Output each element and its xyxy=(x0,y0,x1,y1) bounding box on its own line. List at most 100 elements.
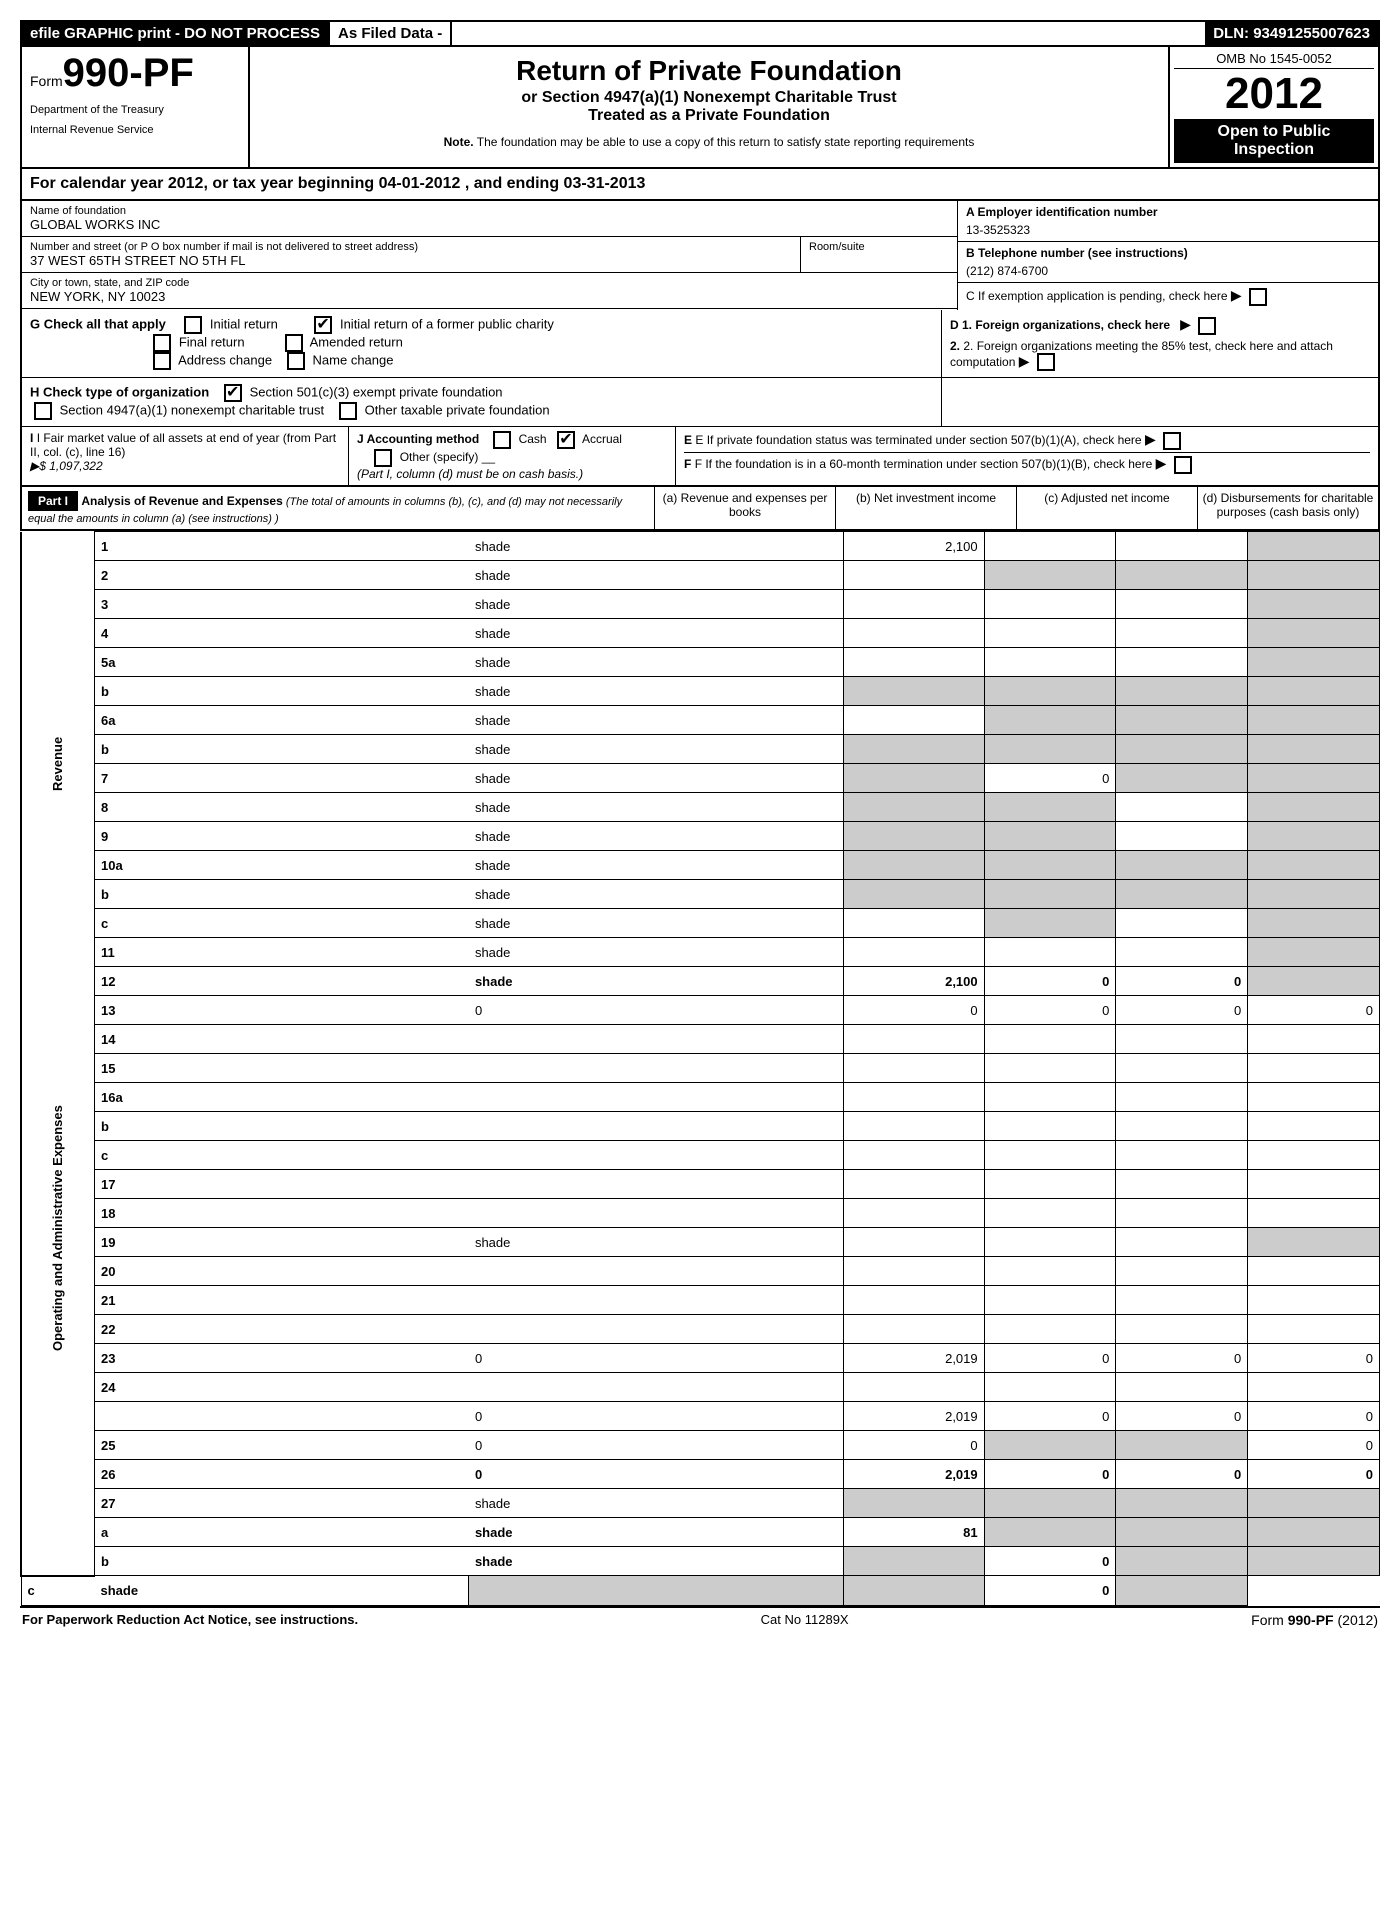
paperwork-notice: For Paperwork Reduction Act Notice, see … xyxy=(22,1612,358,1628)
amount-cell xyxy=(984,822,1116,851)
amount-cell xyxy=(984,938,1116,967)
cb-initial[interactable] xyxy=(184,316,202,334)
cb-f[interactable] xyxy=(1174,456,1192,474)
amount-cell xyxy=(843,938,984,967)
cb-accrual[interactable] xyxy=(557,431,575,449)
cb-cash[interactable] xyxy=(493,431,511,449)
line-number: 17 xyxy=(95,1170,469,1199)
amount-cell xyxy=(843,822,984,851)
line-desc: 0 xyxy=(469,1460,843,1489)
line-desc: shade xyxy=(469,677,843,706)
amount-cell xyxy=(843,880,984,909)
dln: DLN: 93491255007623 xyxy=(1205,22,1378,45)
line-desc: 0 xyxy=(469,1402,843,1431)
amount-cell xyxy=(843,1489,984,1518)
line-number: b xyxy=(95,677,469,706)
amount-cell xyxy=(1248,793,1380,822)
amount-cell xyxy=(1248,735,1380,764)
form-ref: Form 990-PF (2012) xyxy=(1251,1612,1378,1628)
line-number: 4 xyxy=(95,619,469,648)
cb-d1[interactable] xyxy=(1198,317,1216,335)
line-desc: shade xyxy=(469,909,843,938)
cb-initial-former[interactable] xyxy=(314,316,332,334)
j-section: J Accounting method Cash Accrual Other (… xyxy=(349,427,676,485)
ein-label: A Employer identification number xyxy=(966,205,1370,219)
cb-final[interactable] xyxy=(153,334,171,352)
amount-cell: 0 xyxy=(984,996,1116,1025)
line-number: 10a xyxy=(95,851,469,880)
cb-e[interactable] xyxy=(1163,432,1181,450)
i-section: I I Fair market value of all assets at e… xyxy=(22,427,349,485)
amount-cell xyxy=(1248,1489,1380,1518)
foundation-name: GLOBAL WORKS INC xyxy=(30,217,949,232)
line-row: 8shade xyxy=(21,793,1380,822)
line-desc: shade xyxy=(469,1518,843,1547)
amount-cell xyxy=(1248,967,1380,996)
cb-501c3[interactable] xyxy=(224,384,242,402)
amount-cell xyxy=(1116,909,1248,938)
cb-addr-change[interactable] xyxy=(153,352,171,370)
line-row: 10ashade xyxy=(21,851,1380,880)
amount-cell xyxy=(1116,590,1248,619)
line-row: 21 xyxy=(21,1286,1380,1315)
c-checkbox[interactable] xyxy=(1249,288,1267,306)
amount-cell: 0 xyxy=(984,1344,1116,1373)
amount-cell xyxy=(984,1112,1116,1141)
addr-label: Number and street (or P O box number if … xyxy=(30,241,792,253)
amount-cell xyxy=(843,1373,984,1402)
line-desc: shade xyxy=(469,967,843,996)
cb-other-tax[interactable] xyxy=(339,402,357,420)
amount-cell xyxy=(843,1141,984,1170)
line-number: 3 xyxy=(95,590,469,619)
dept-irs: Internal Revenue Service xyxy=(30,124,240,136)
line-desc xyxy=(469,1025,843,1054)
amount-cell xyxy=(1248,1547,1380,1576)
line-row: bshade xyxy=(21,735,1380,764)
amount-cell xyxy=(1116,1141,1248,1170)
amount-cell xyxy=(1116,648,1248,677)
amount-cell xyxy=(1116,1054,1248,1083)
amount-cell xyxy=(1248,1083,1380,1112)
cb-d2[interactable] xyxy=(1037,353,1055,371)
line-number: 20 xyxy=(95,1257,469,1286)
line-row: bshade xyxy=(21,677,1380,706)
amount-cell xyxy=(1248,532,1380,561)
line-number: b xyxy=(95,1112,469,1141)
amount-cell: 2,019 xyxy=(843,1344,984,1373)
amount-cell xyxy=(984,706,1116,735)
line-row: 27shade xyxy=(21,1489,1380,1518)
c-label: C If exemption application is pending, c… xyxy=(966,289,1228,303)
line-desc: shade xyxy=(469,706,843,735)
cb-name-change[interactable] xyxy=(287,352,305,370)
amount-cell xyxy=(1248,1315,1380,1344)
line-desc: shade xyxy=(469,793,843,822)
amount-cell xyxy=(1116,1315,1248,1344)
topbar: efile GRAPHIC print - DO NOT PROCESS As … xyxy=(20,20,1380,47)
cb-amended[interactable] xyxy=(285,334,303,352)
amount-cell xyxy=(843,735,984,764)
form-title: Return of Private Foundation xyxy=(260,55,1158,87)
line-desc xyxy=(469,1286,843,1315)
amount-cell xyxy=(984,851,1116,880)
line-number: 11 xyxy=(95,938,469,967)
amount-cell xyxy=(1116,1518,1248,1547)
line-desc xyxy=(469,1083,843,1112)
amount-cell xyxy=(843,764,984,793)
line-desc xyxy=(469,1141,843,1170)
amount-cell xyxy=(984,1257,1116,1286)
amount-cell: 0 xyxy=(984,764,1116,793)
line-number: 15 xyxy=(95,1054,469,1083)
cb-other[interactable] xyxy=(374,449,392,467)
line-desc: shade xyxy=(469,938,843,967)
line-number: 2 xyxy=(95,561,469,590)
line-desc xyxy=(469,1112,843,1141)
cb-4947[interactable] xyxy=(34,402,52,420)
line-desc xyxy=(469,1054,843,1083)
line-desc: shade xyxy=(469,532,843,561)
line-desc: shade xyxy=(469,619,843,648)
line-row: 18 xyxy=(21,1199,1380,1228)
subtitle-2: Treated as a Private Foundation xyxy=(260,107,1158,125)
line-row: 15 xyxy=(21,1054,1380,1083)
amount-cell xyxy=(1116,1257,1248,1286)
amount-cell xyxy=(1116,1228,1248,1257)
